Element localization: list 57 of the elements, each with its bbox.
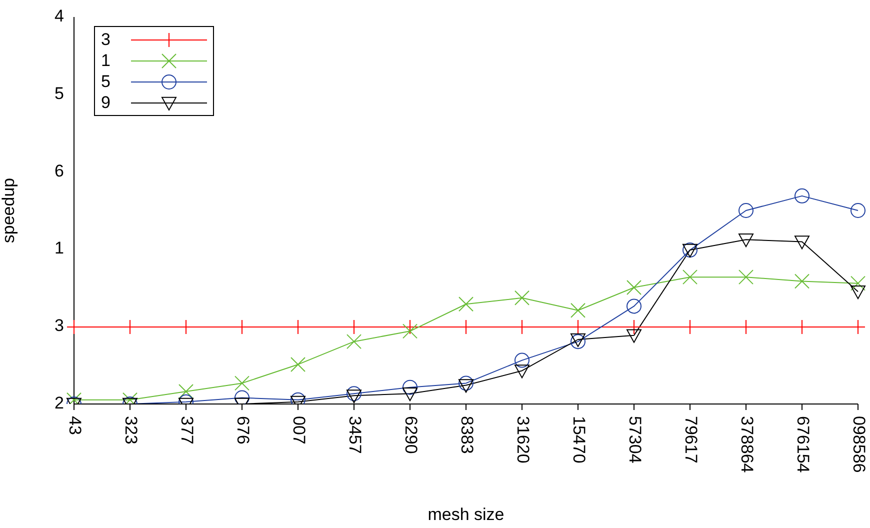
x-tick-label: 15470 [570, 416, 589, 464]
x-tick-label: 3457 [346, 416, 365, 454]
point [290, 356, 306, 372]
x-tick-label: 007 [290, 416, 309, 444]
point [570, 302, 586, 318]
point [738, 234, 754, 248]
point [626, 329, 642, 343]
point [402, 380, 418, 395]
point [626, 298, 642, 314]
x-tick-label: 6290 [402, 416, 421, 454]
point [514, 364, 530, 378]
x-tick-label: 378864 [738, 416, 757, 473]
x-tick-label: 098586 [850, 416, 869, 473]
point [234, 390, 250, 404]
x-tick-label: 8383 [458, 416, 477, 454]
x-tick-label: 323 [122, 416, 141, 444]
point [850, 286, 866, 300]
point [234, 376, 250, 391]
point [682, 270, 698, 285]
text: 2 [54, 393, 64, 412]
point [850, 203, 866, 218]
point [514, 290, 530, 306]
point [402, 387, 418, 402]
text: 6 [54, 161, 64, 180]
point [794, 188, 810, 204]
x-tick-label: 676154 [794, 416, 813, 473]
x-tick-label: 31620 [514, 416, 533, 464]
text: 5 [54, 84, 64, 103]
x-tick-label: 43 [66, 416, 85, 435]
x-tick-label: 377 [178, 416, 197, 444]
y-axis-title: speedup [0, 178, 18, 244]
x-tick-label: 79617 [682, 416, 701, 464]
point [346, 390, 362, 404]
point [402, 324, 418, 339]
point [794, 274, 810, 289]
point [794, 236, 810, 250]
legend-label: 5 [101, 72, 112, 92]
legend-label: 1 [101, 50, 112, 70]
point [458, 376, 474, 391]
point [850, 276, 866, 291]
legend-label: 3 [101, 30, 112, 50]
x-tick-label: 57304 [626, 416, 645, 464]
point [458, 296, 474, 312]
x-tick-label: 676 [234, 416, 253, 444]
point [738, 203, 754, 218]
x-axis-title: mesh size [428, 505, 504, 524]
point [570, 333, 586, 347]
point [738, 270, 754, 285]
point [346, 386, 362, 402]
point [626, 280, 642, 295]
text: 3 [54, 316, 64, 336]
point [346, 334, 362, 350]
text: 1 [54, 238, 64, 258]
point [514, 352, 530, 368]
text: 4 [54, 6, 64, 26]
legend-label: 9 [101, 92, 112, 112]
point [458, 379, 474, 393]
